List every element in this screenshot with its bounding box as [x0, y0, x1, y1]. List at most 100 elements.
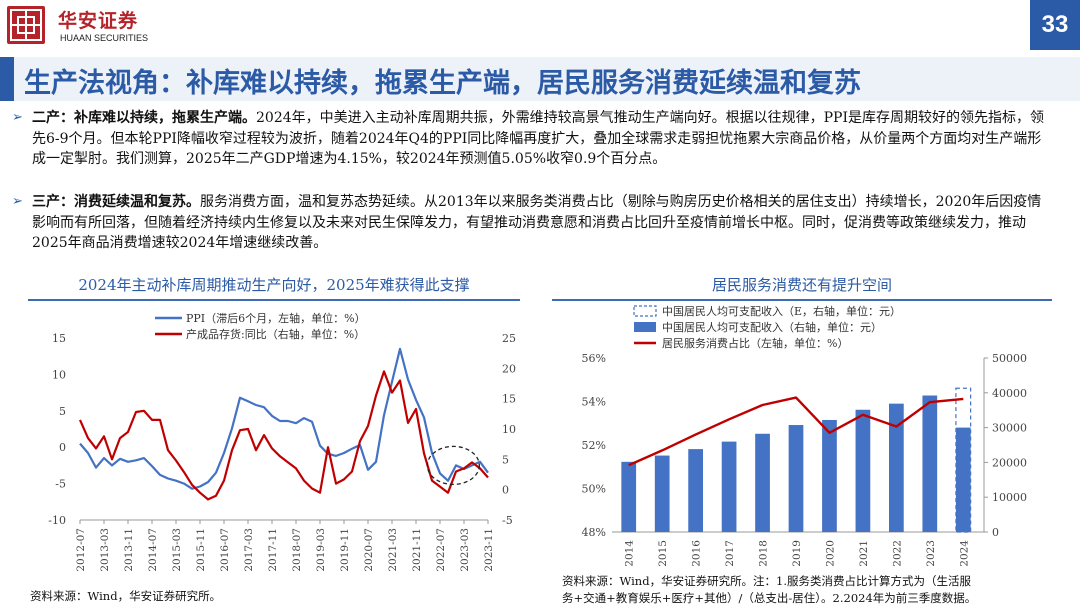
- x-tick-label: 2024: [958, 540, 970, 567]
- x-tick-label: 2017-03: [243, 528, 255, 572]
- x-tick-label: 2015-03: [171, 528, 183, 572]
- title-bar: [0, 57, 1080, 101]
- paragraph-lead: 二产：补库难以持续，拖累生产端。: [32, 110, 256, 126]
- bullet-arrow-icon: ➢: [12, 194, 23, 209]
- paragraph-secondary-industry: ➢ 二产：补库难以持续，拖累生产端。2024年，中美进入主动补库周期共振，外需维…: [12, 108, 1054, 170]
- x-tick-label: 2019-11: [339, 528, 351, 572]
- paragraph-tertiary-industry: ➢ 三产：消费延续温和复苏。服务消费方面，温和复苏态势延续。从2013年以来服务…: [12, 192, 1054, 254]
- bar-income: [855, 409, 871, 532]
- x-tick-label: 2019-03: [315, 528, 327, 572]
- y-left-tick-label: -5: [55, 478, 66, 491]
- y-left-tick-label: 50%: [582, 483, 606, 496]
- x-tick-label: 2023-11: [483, 528, 495, 572]
- y-left-tick-label: 56%: [582, 352, 606, 365]
- bar-income: [822, 419, 837, 532]
- bar-income: [922, 395, 938, 532]
- x-tick-label: 2021: [858, 540, 870, 567]
- legend-label-estimate: 中国居民人均可支配收入（E，右轴，单位：元）: [662, 304, 901, 318]
- source-note-right-line2: 务+交通+教育娱乐+医疗+其他）/（总支出-居住）。2.2024年为前三季度数据…: [562, 591, 977, 605]
- y-left-tick-label: 10: [52, 368, 66, 381]
- x-tick-label: 2016: [691, 540, 703, 567]
- x-tick-label: 2021-11: [411, 528, 423, 572]
- page-title: 生产法视角：补库难以持续，拖累生产端，居民服务消费延续温和复苏: [24, 68, 861, 99]
- x-tick-label: 2020-07: [363, 528, 375, 572]
- series-line-service-share: [628, 396, 964, 467]
- bar-income: [621, 461, 637, 532]
- legend-label-2: 产成品存货:同比（右轴，单位：%）: [186, 327, 365, 341]
- huaan-logo-icon: [7, 6, 45, 44]
- x-tick-label: 2018: [758, 540, 770, 567]
- y-right-tick-label: 20: [502, 362, 516, 375]
- title-accent-bar: [0, 57, 14, 101]
- paragraph-body: 服务消费方面，温和复苏态势延续。从2013年以来服务类消费占比（剔除与购房历史价…: [32, 194, 1042, 251]
- y-right-tick-label: 5: [502, 453, 509, 466]
- y-right-tick-label: 50000: [992, 352, 1027, 365]
- x-tick-label: 2023: [925, 540, 937, 567]
- y-right-tick-label: -5: [502, 514, 513, 527]
- chart-ppi-inventory: PPI（滞后6个月，左轴，单位：%） 产成品存货:同比（右轴，单位：%） -10 -5…: [48, 311, 516, 572]
- bar-income: [654, 455, 670, 532]
- x-tick-label: 2017-11: [267, 528, 279, 572]
- y-left-tick-label: 48%: [582, 526, 606, 539]
- x-tick-label: 2016-07: [219, 528, 231, 572]
- legend-label-service-share: 居民服务消费占比（左轴，单位：%）: [662, 336, 848, 350]
- bar-income: [755, 433, 770, 532]
- bar-income: [955, 427, 971, 532]
- chart-2-title: 居民服务消费还有提升空间: [711, 276, 892, 294]
- x-tick-label: 2013-11: [123, 528, 135, 572]
- y-left-tick-label: -10: [48, 514, 66, 527]
- y-left-tick-label: 54%: [582, 396, 606, 409]
- y-right-tick-label: 20000: [992, 456, 1027, 469]
- bar-income-estimate: [955, 387, 972, 533]
- chart-2-title-rule: [552, 299, 1052, 301]
- bar-income: [788, 425, 804, 532]
- x-tick-label: 2022: [891, 540, 903, 567]
- x-tick-label: 2020: [824, 540, 836, 567]
- bullet-arrow-icon: ➢: [12, 110, 23, 125]
- y-left-tick-label: 52%: [582, 439, 606, 452]
- x-tick-label: 2014: [624, 540, 636, 567]
- recent-period-highlight: [426, 445, 480, 486]
- y-right-tick-label: 0: [992, 526, 999, 539]
- y-right-tick-label: 10000: [992, 491, 1027, 504]
- brand-name-en: HUAAN SECURITIES: [60, 33, 149, 43]
- legend-label-1: PPI（滞后6个月，左轴，单位：%）: [186, 311, 366, 325]
- series-line-1: [79, 347, 489, 490]
- y-right-tick-label: 40000: [992, 387, 1027, 400]
- y-left-tick-label: 15: [52, 332, 66, 345]
- x-tick-label: 2013-03: [99, 528, 111, 572]
- y-right-tick-label: 10: [502, 423, 516, 436]
- x-tick-label: 2018-07: [291, 528, 303, 572]
- x-tick-label: 2021-03: [387, 528, 399, 572]
- bar-income: [721, 441, 737, 532]
- x-tick-label: 2015: [657, 540, 669, 567]
- brand-name-cn: 华安证券: [58, 10, 139, 32]
- legend-swatch-income: [634, 322, 656, 332]
- x-tick-label: 2019: [791, 540, 803, 567]
- y-left-tick-label: 5: [59, 405, 66, 418]
- chart-1-title-rule: [28, 299, 520, 301]
- page-number: 33: [1030, 0, 1080, 50]
- y-right-tick-label: 30000: [992, 422, 1027, 435]
- chart-1-title: 2024年主动补库周期推动生产向好，2025年难获得此支撑: [78, 276, 470, 294]
- bar-income: [889, 403, 904, 532]
- x-tick-label: 2015-11: [195, 528, 207, 572]
- legend-swatch-estimate: [633, 305, 657, 317]
- y-left-tick-label: 0: [59, 441, 66, 454]
- source-note-right-line1: 资料来源：Wind，华安证券研究所。注：1.服务类消费占比计算方式为（生活服: [562, 574, 972, 588]
- bar-income: [688, 449, 703, 532]
- paragraph-lead: 三产：消费延续温和复苏。: [32, 194, 200, 210]
- y-right-tick-label: 0: [502, 484, 509, 497]
- x-tick-label: 2017: [724, 540, 736, 567]
- x-tick-label: 2012-07: [75, 528, 87, 572]
- paragraph-body: 2024年，中美进入主动补库周期共振，外需维持较高景气推动生产端向好。根据以往规…: [32, 110, 1044, 167]
- series-line-2: [78, 370, 489, 501]
- y-right-tick-label: 15: [502, 393, 516, 406]
- source-note-left: 资料来源：Wind，华安证券研究所。: [30, 589, 222, 603]
- x-tick-label: 2023-03: [459, 528, 471, 572]
- x-tick-label: 2014-07: [147, 528, 159, 572]
- x-tick-label: 2022-07: [435, 528, 447, 572]
- y-right-tick-label: 25: [502, 332, 516, 345]
- legend-label-income: 中国居民人均可支配收入（右轴，单位：元）: [662, 320, 882, 334]
- chart-service-consumption: 中国居民人均可支配收入（E，右轴，单位：元） 中国居民人均可支配收入（右轴，单位：…: [582, 304, 1027, 567]
